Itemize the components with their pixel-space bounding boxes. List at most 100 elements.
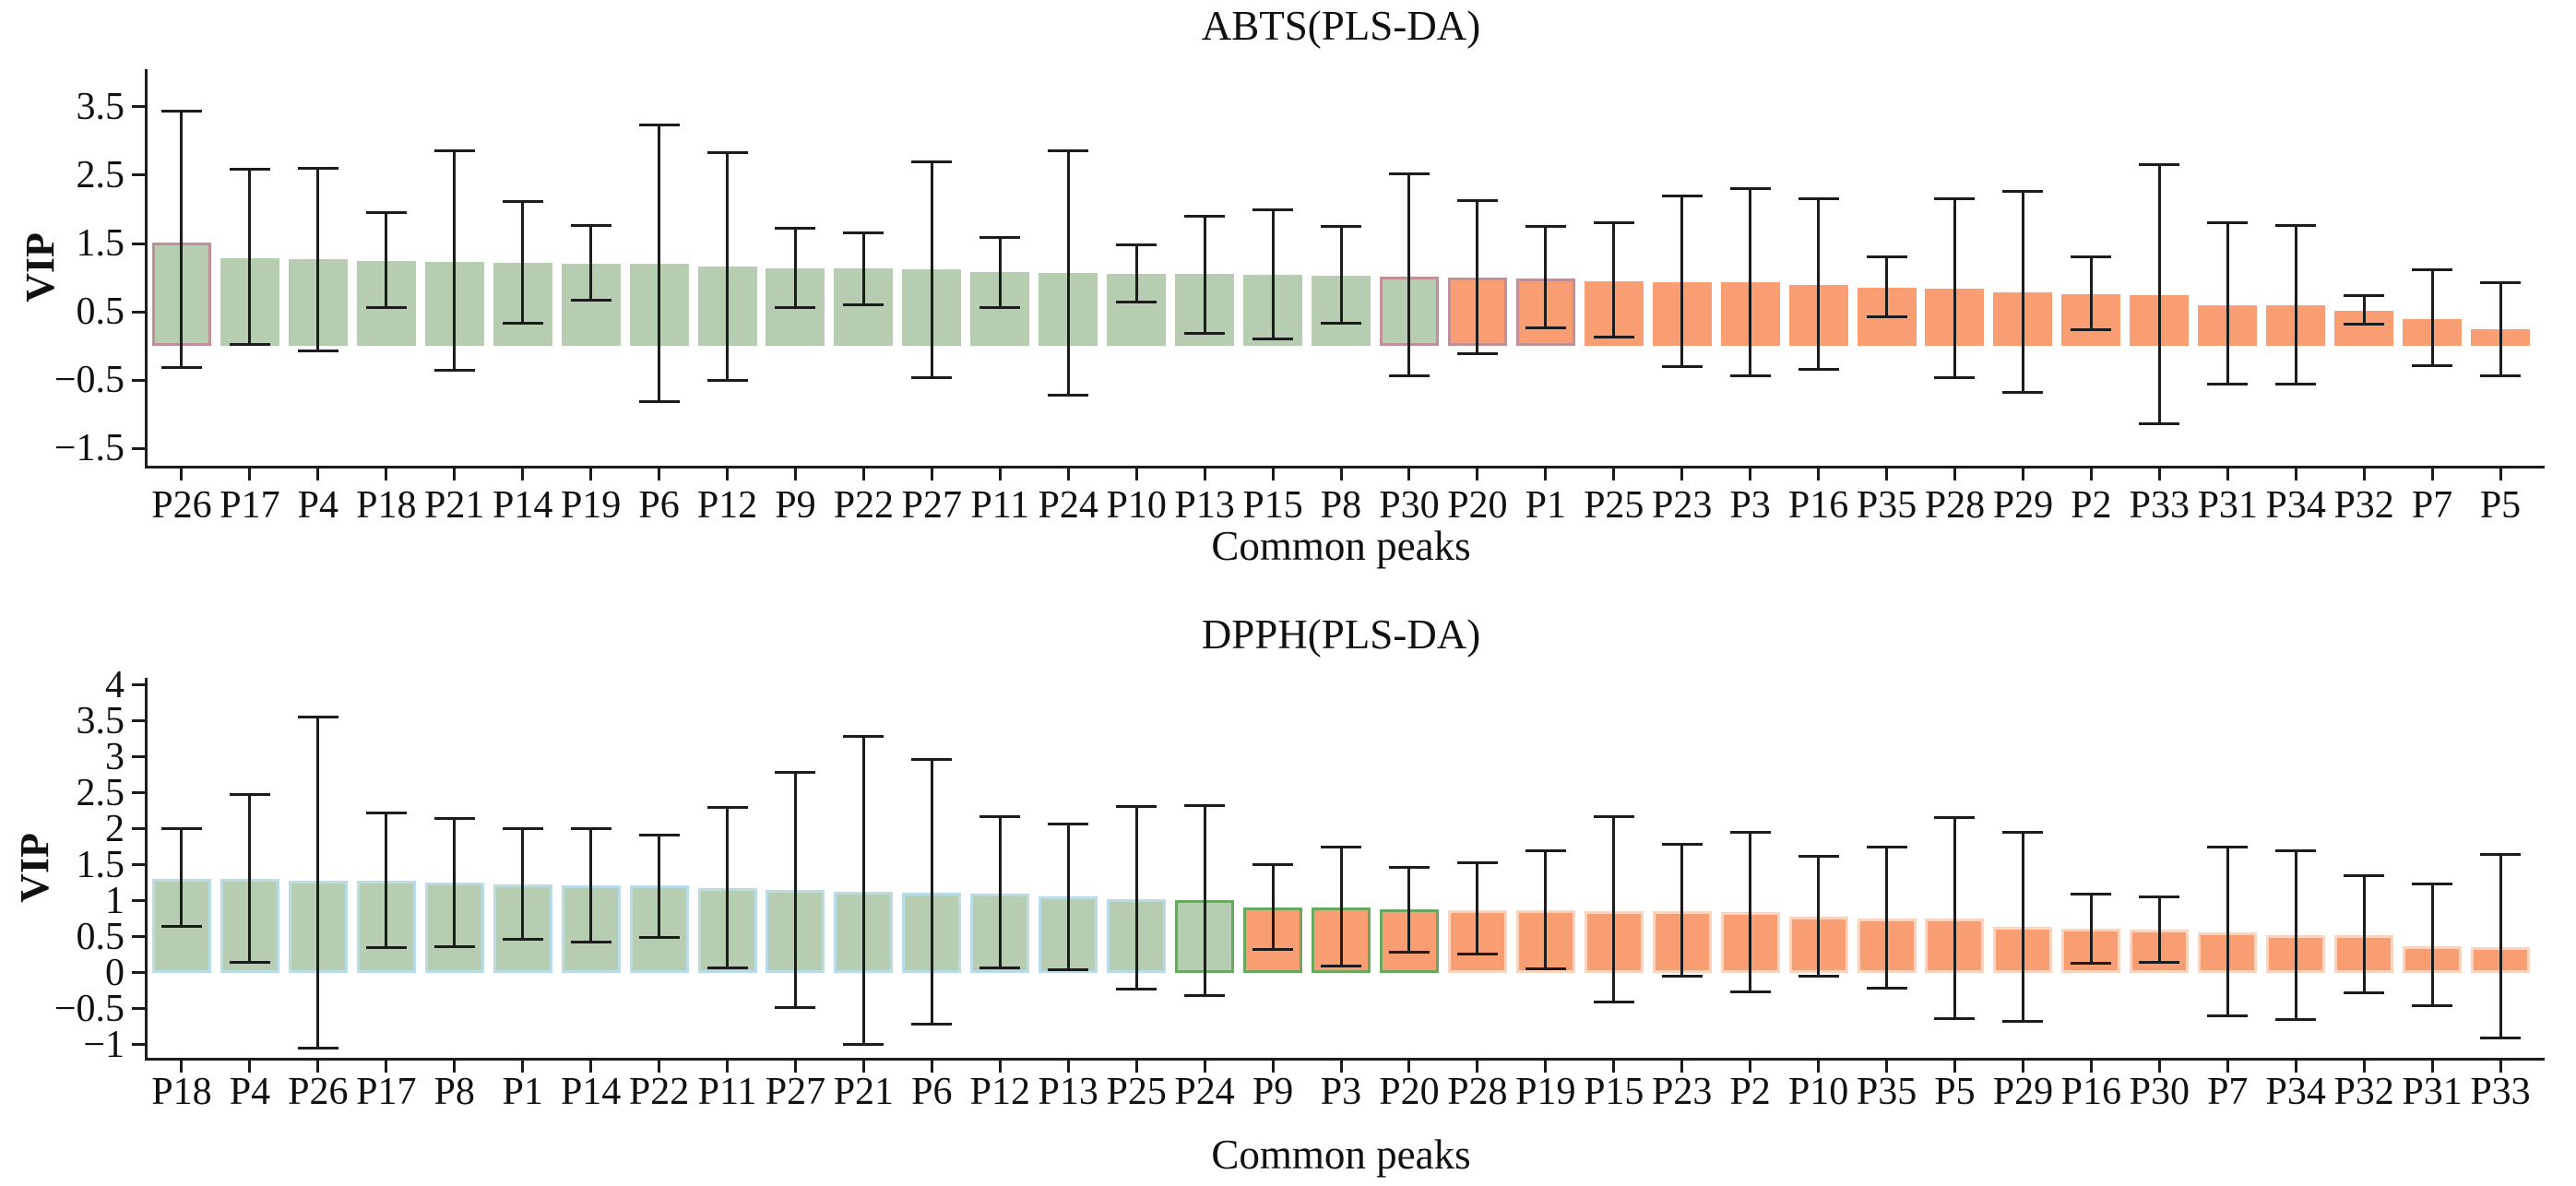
error-cap-top-P23	[1661, 195, 1703, 198]
x-tick	[2430, 1061, 2434, 1073]
error-cap-top-P15	[1593, 815, 1634, 819]
x-tick-label-P26: P26	[151, 484, 212, 527]
error-cap-top-P5	[1934, 815, 1976, 819]
error-cap-bottom-P20	[1388, 950, 1430, 954]
y-tick-label: −0.5	[53, 987, 125, 1030]
x-axis-label-dpph: Common peaks	[1211, 1132, 1471, 1178]
x-tick-label-P10: P10	[1787, 1071, 1849, 1113]
error-bar-P32	[2362, 875, 2366, 993]
error-cap-top-P28	[1456, 861, 1498, 865]
error-cap-top-P35	[1866, 845, 1907, 848]
error-bar-P8	[1339, 226, 1343, 324]
x-tick	[2021, 468, 2024, 480]
y-tick-label: 1	[105, 879, 125, 922]
error-cap-bottom-P24	[1184, 993, 1226, 997]
x-tick	[726, 1061, 729, 1073]
y-tick	[132, 310, 145, 314]
x-tick	[726, 468, 729, 480]
error-cap-top-P3	[1729, 187, 1771, 191]
x-tick	[2089, 1061, 2093, 1073]
x-tick-label-P4: P4	[229, 1071, 271, 1113]
error-cap-bottom-P35	[1866, 314, 1907, 318]
error-cap-top-P8	[1321, 225, 1361, 229]
error-bar-P8	[453, 818, 457, 947]
x-tick	[589, 468, 593, 480]
error-cap-bottom-P10	[1116, 300, 1157, 303]
error-bar-P21	[861, 736, 865, 1045]
x-tick-label-P24: P24	[1038, 484, 1098, 527]
error-cap-top-P15	[1252, 208, 1294, 212]
x-tick-label-P7: P7	[2411, 484, 2453, 527]
x-tick-label-P3: P3	[1320, 1071, 1362, 1113]
x-tick	[1203, 468, 1206, 480]
x-tick-label-P3: P3	[1729, 484, 1771, 527]
error-cap-bottom-P29	[2002, 391, 2044, 395]
error-cap-top-P31	[2412, 883, 2453, 886]
error-bar-P6	[658, 125, 661, 402]
x-tick-label-P32: P32	[2333, 1071, 2394, 1113]
x-tick-label-P28: P28	[1447, 1071, 1508, 1113]
error-cap-bottom-P18	[160, 925, 202, 929]
error-cap-bottom-P8	[1321, 321, 1361, 325]
x-tick-label-P17: P17	[220, 484, 280, 527]
y-tick-label: 0.5	[76, 291, 125, 334]
x-tick	[2430, 468, 2434, 480]
error-bar-P7	[2430, 269, 2434, 365]
error-cap-top-P16	[1798, 197, 1839, 201]
error-bar-P27	[793, 772, 797, 1008]
x-tick-label-P35: P35	[1856, 1071, 1917, 1113]
error-cap-top-P13	[1048, 822, 1089, 825]
x-tick	[2294, 468, 2297, 480]
error-bar-P1	[1544, 226, 1548, 328]
error-cap-bottom-P35	[1866, 986, 1907, 990]
error-bar-P20	[1407, 867, 1411, 953]
x-tick	[2021, 1061, 2024, 1073]
error-cap-bottom-P13	[1048, 968, 1089, 972]
error-cap-bottom-P3	[1321, 965, 1361, 968]
y-tick-label: 3.5	[76, 699, 125, 742]
x-tick-label-P17: P17	[356, 1071, 417, 1113]
error-bar-P11	[998, 237, 1002, 308]
error-cap-top-P33	[2480, 852, 2522, 856]
error-bar-P22	[658, 835, 661, 938]
error-cap-bottom-P27	[911, 375, 953, 379]
x-tick-label-P25: P25	[1106, 1071, 1167, 1113]
error-cap-top-P27	[775, 770, 816, 774]
x-tick	[385, 468, 388, 480]
error-bar-P21	[453, 150, 457, 371]
x-tick	[861, 468, 865, 480]
x-tick	[1544, 468, 1548, 480]
error-cap-top-P8	[433, 817, 475, 821]
x-tick-label-P2: P2	[1729, 1071, 1771, 1113]
x-tick	[1203, 1061, 1206, 1073]
error-cap-bottom-P32	[2344, 323, 2385, 326]
error-cap-top-P11	[706, 805, 748, 809]
error-cap-top-P17	[365, 812, 407, 815]
error-bar-P28	[1476, 862, 1479, 955]
y-tick	[132, 719, 145, 723]
error-cap-top-P13	[1184, 214, 1226, 218]
error-bar-P28	[1953, 198, 1956, 378]
error-cap-bottom-P34	[2275, 1018, 2317, 1022]
x-tick-label-P33: P33	[2129, 484, 2190, 527]
error-bar-P23	[1680, 196, 1684, 367]
error-cap-top-P2	[1729, 831, 1771, 835]
error-cap-top-P27	[911, 160, 953, 163]
error-cap-bottom-P34	[2275, 383, 2317, 386]
error-cap-top-P16	[2071, 892, 2112, 895]
y-tick-label: 1.5	[76, 222, 125, 266]
x-tick-label-P15: P15	[1584, 1071, 1644, 1113]
x-axis-spine	[145, 466, 2545, 468]
error-cap-bottom-P7	[2412, 363, 2453, 367]
error-bar-P9	[793, 228, 797, 308]
y-tick	[132, 242, 145, 245]
error-cap-bottom-P2	[1729, 990, 1771, 993]
error-cap-top-P24	[1184, 804, 1226, 808]
x-tick	[658, 1061, 661, 1073]
x-tick	[1476, 468, 1479, 480]
error-cap-top-P34	[2275, 224, 2317, 228]
error-cap-top-P22	[638, 833, 680, 836]
x-tick-label-P22: P22	[833, 484, 895, 527]
error-cap-bottom-P4	[229, 960, 270, 964]
